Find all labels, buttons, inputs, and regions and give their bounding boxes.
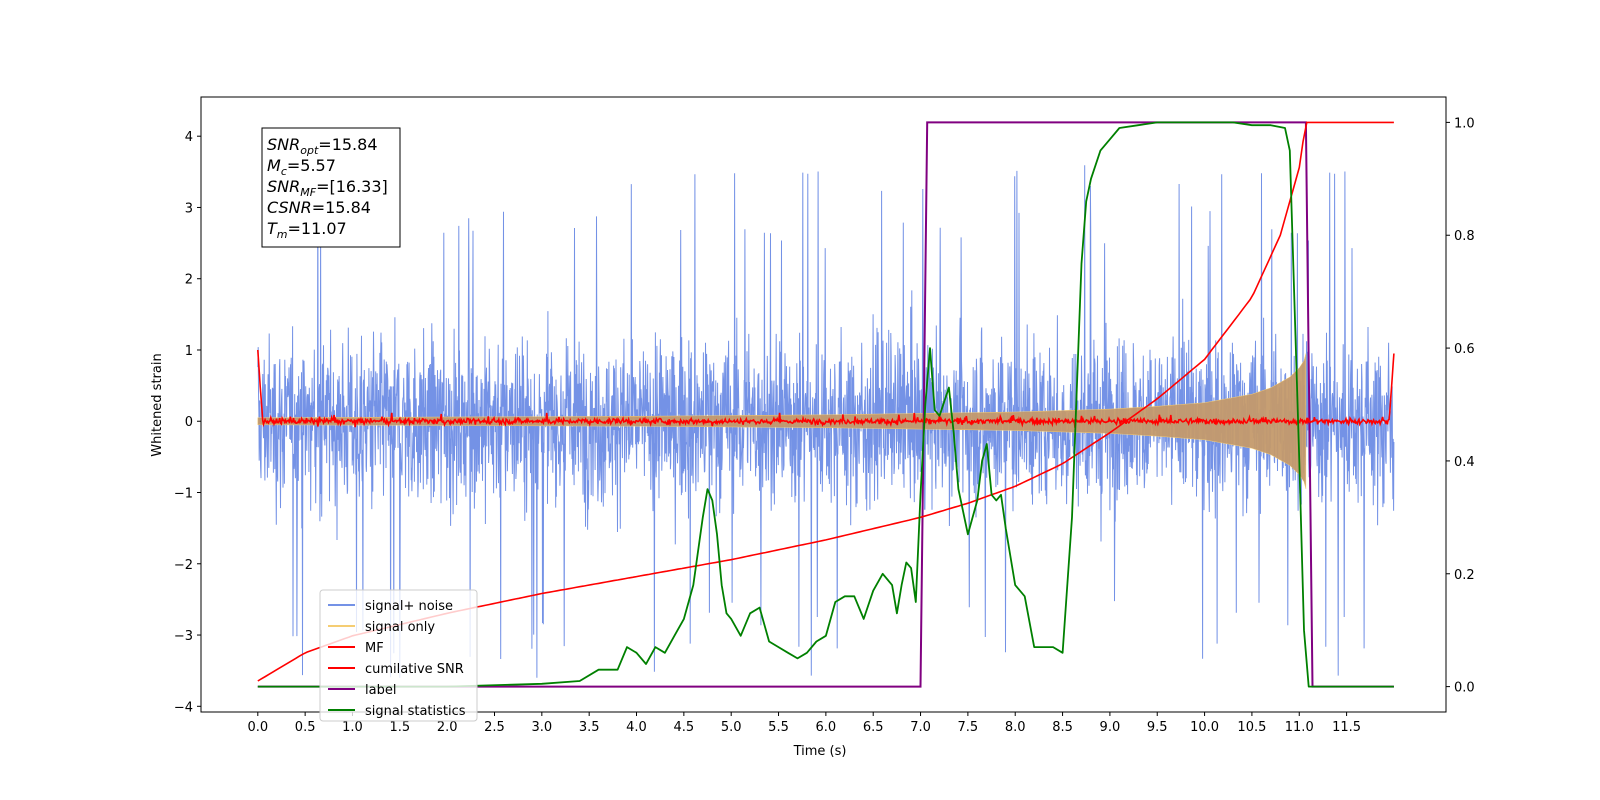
- y-tick-label: 0: [185, 415, 193, 430]
- y-tick-label: −2: [174, 558, 193, 573]
- y2-tick-label: 1.0: [1454, 116, 1475, 131]
- y2-tick-label: 0.8: [1454, 229, 1475, 244]
- legend-frame: [319, 589, 478, 722]
- signal-statistics-series: [257, 121, 1394, 688]
- x-tick-label: 9.0: [1100, 720, 1121, 735]
- x-tick-label: 2.0: [437, 720, 458, 735]
- x-tick-label: 4.5: [674, 720, 695, 735]
- y-tick-label: 4: [185, 130, 193, 145]
- y-tick-label: 1: [185, 344, 193, 359]
- x-tick-label: 4.0: [626, 720, 647, 735]
- x-axis-label: Time (s): [793, 744, 847, 759]
- x-tick-label: 7.5: [958, 720, 979, 735]
- x-tick-label: 2.5: [484, 720, 505, 735]
- x-tick-label: 6.0: [816, 720, 837, 735]
- stats-annotation-box: SNRopt=15.84Mc=5.57SNRMF=[16.33]CSNR=15.…: [261, 127, 401, 248]
- mf-series: [257, 349, 1395, 428]
- y2-tick-label: 0.0: [1454, 681, 1475, 696]
- annotation-line: SNRopt=15.84: [267, 135, 378, 157]
- x-tick-label: 1.5: [389, 720, 410, 735]
- x-tick-label: 1.0: [342, 720, 363, 735]
- x-tick-label: 3.0: [531, 720, 552, 735]
- y2-tick-label: 0.2: [1454, 568, 1475, 583]
- x-tick-label: 5.0: [721, 720, 742, 735]
- x-tick-label: 11.0: [1285, 720, 1314, 735]
- x-tick-label: 0.5: [295, 720, 316, 735]
- annotation-frame: [261, 127, 401, 248]
- y-tick-label: −3: [174, 629, 193, 644]
- legend: signal+ noise signal only MF cumilative SNR…: [319, 589, 478, 722]
- legend-label: label: [365, 683, 396, 698]
- x-tick-label: 8.5: [1052, 720, 1073, 735]
- x-tick-label: 8.0: [1005, 720, 1026, 735]
- x-tick-label: 9.5: [1147, 720, 1168, 735]
- legend-label: MF: [365, 641, 384, 656]
- legend-label: signal+ noise: [365, 599, 453, 614]
- legend-label: signal statistics: [365, 704, 466, 719]
- y-tick-label: −4: [174, 700, 193, 715]
- axes-ticks: 0.0 0.5 1.0 1.5 2.0 2.5 3.0 3.5 4.0 4.5 5.0 5.5 6.0 6…: [174, 116, 1475, 735]
- x-tick-label: 11.5: [1332, 720, 1361, 735]
- x-tick-label: 6.5: [863, 720, 884, 735]
- x-tick-label: 10.5: [1237, 720, 1266, 735]
- annotation-line: Mc=5.57: [267, 156, 336, 178]
- y2-tick-label: 0.6: [1454, 342, 1475, 357]
- y2-tick-label: 0.4: [1454, 455, 1475, 470]
- x-tick-label: 3.5: [579, 720, 600, 735]
- x-tick-label: 10.0: [1190, 720, 1219, 735]
- legend-label: signal only: [365, 620, 435, 635]
- plot-area: [257, 121, 1395, 688]
- y-tick-label: 2: [185, 273, 193, 288]
- annotation-line: Tm=11.07: [267, 219, 347, 241]
- x-tick-label: 5.5: [768, 720, 789, 735]
- y-axis-label: Whitened strain: [150, 353, 165, 456]
- legend-label: cumilative SNR: [365, 662, 464, 677]
- x-tick-label: 7.0: [910, 720, 931, 735]
- plot-frame: [200, 96, 1447, 713]
- y-tick-label: −1: [174, 487, 193, 502]
- y-tick-label: 3: [185, 201, 193, 216]
- annotation-line: SNRMF=[16.33]: [267, 177, 388, 199]
- x-tick-label: 0.0: [247, 720, 268, 735]
- annotation-line: CSNR=15.84: [267, 198, 371, 217]
